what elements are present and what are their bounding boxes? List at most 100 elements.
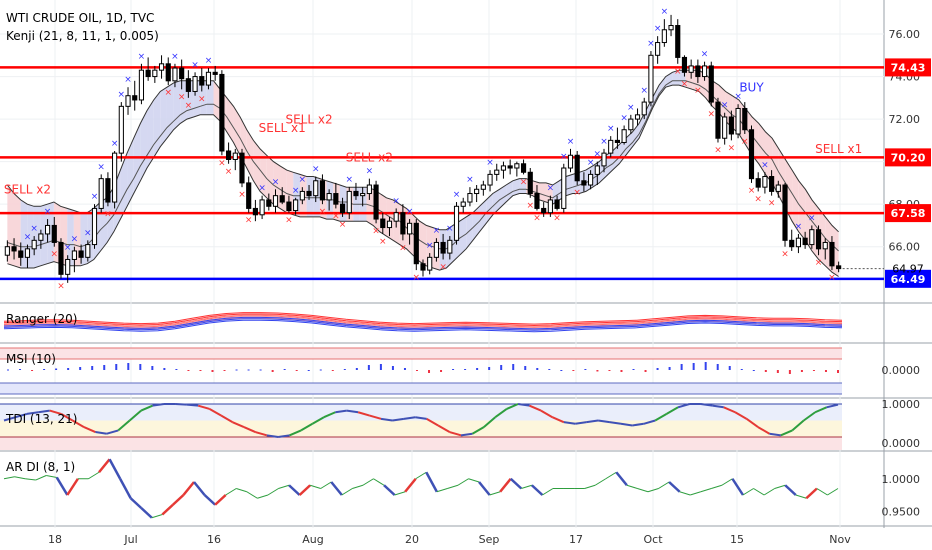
ranger-line	[3, 314, 843, 328]
msi-bar	[560, 370, 563, 371]
candle-body	[346, 190, 352, 214]
buy-marker: ×	[299, 175, 307, 185]
tdi-pane[interactable]	[0, 403, 842, 450]
tdi-line-segment	[175, 403, 187, 406]
ardi-line-segment	[257, 494, 269, 499]
candle-body	[179, 67, 185, 80]
buy-marker: ×	[406, 207, 414, 217]
msi-bar	[163, 368, 166, 370]
candle-body	[219, 73, 225, 152]
tdi-line-segment	[152, 403, 165, 407]
tdi-line-segment	[266, 434, 279, 438]
ardi-line-segment	[436, 488, 448, 493]
msi-pane[interactable]	[0, 347, 842, 395]
buy-marker: ×	[607, 124, 615, 134]
envelope-band-segment	[40, 204, 48, 266]
tdi-line-segment	[311, 416, 325, 425]
tdi-line-segment	[643, 419, 656, 425]
candle-body	[339, 203, 346, 214]
ardi-line-segment	[594, 478, 607, 486]
buy-marker: ×	[292, 186, 300, 196]
x-tick-label: Jul	[123, 533, 137, 546]
price-axis[interactable]: 76.0074.0072.0070.0068.0066.0074.4370.20…	[882, 28, 932, 518]
signal-annotation: BUY	[739, 80, 764, 94]
tdi-line-segment	[140, 404, 153, 412]
candle-body	[112, 152, 118, 203]
time-axis[interactable]: 18 Jul 16 Aug 20 Sep 17 Oct 15 Nov	[48, 533, 851, 546]
envelope-band-segment	[512, 178, 520, 196]
ardi-line-segment	[225, 488, 237, 496]
buy-marker: ×	[594, 150, 602, 160]
tdi-line-segment	[380, 417, 393, 422]
buy-marker: ×	[701, 50, 709, 60]
ardi-line-segment	[278, 484, 290, 489]
candle-body	[474, 188, 480, 195]
msi-bar	[151, 366, 154, 370]
buy-marker: ×	[258, 184, 266, 194]
buy-marker: ×	[547, 184, 555, 194]
price-level-label: 64.49	[891, 273, 926, 286]
ardi-line-segment	[236, 488, 247, 493]
tdi-line-segment	[129, 409, 142, 422]
candle-body	[226, 150, 232, 161]
ardi-line-segment	[521, 484, 532, 489]
candle-body	[782, 184, 788, 241]
candle-body	[313, 180, 319, 197]
candle-body	[688, 65, 694, 73]
msi-bar	[800, 370, 803, 372]
candle-body	[380, 218, 386, 229]
buy-marker: ×	[191, 60, 199, 70]
candle-body	[360, 193, 366, 197]
candle-body	[118, 105, 124, 154]
envelope-band-segment	[698, 70, 706, 98]
envelope-band-segment	[492, 189, 500, 215]
msi-bar	[656, 368, 659, 370]
ardi-line-segment	[98, 458, 111, 474]
buy-marker: ×	[392, 196, 400, 206]
tdi-line-segment	[323, 411, 336, 419]
ardi-line-segment	[25, 478, 36, 481]
candle-body	[641, 101, 647, 116]
buy-marker: ×	[627, 103, 635, 113]
buy-marker: ×	[466, 175, 474, 185]
ardi-tick-label: 0.9500	[882, 505, 921, 518]
msi-bar	[367, 365, 370, 370]
ardi-line-segment	[447, 484, 459, 489]
buy-marker: ×	[761, 160, 769, 170]
ranger-pane[interactable]	[3, 312, 843, 333]
candle-body	[708, 65, 714, 103]
tdi-line-segment	[780, 429, 793, 437]
envelope-band-segment	[306, 176, 314, 217]
tdi-line-segment	[734, 411, 748, 420]
msi-bar	[139, 364, 142, 370]
ardi-line-segment	[457, 478, 469, 486]
tdi-line-segment	[186, 403, 199, 407]
ardi-line-segment	[362, 478, 374, 486]
candle-body	[661, 29, 667, 44]
tdi-line-segment	[757, 426, 770, 435]
envelope-band-segment	[47, 202, 54, 264]
main-price-pane[interactable]: ××××××××××××××××××××××××××××××××× ×××××××…	[0, 7, 884, 292]
ardi-pane[interactable]	[3, 458, 839, 519]
candle-body	[11, 246, 17, 252]
envelope-band-segment	[100, 197, 108, 251]
ardi-line-segment	[108, 458, 122, 480]
tdi-line-segment	[666, 406, 679, 415]
sell-marker: ×	[238, 190, 246, 200]
ardi-line-segment	[542, 488, 554, 496]
candle-body	[239, 152, 245, 184]
ardi-line-segment	[394, 491, 406, 496]
ardi-line-segment	[605, 471, 617, 480]
candle-body	[681, 56, 688, 73]
candle-body	[427, 256, 433, 271]
sell-marker: ×	[245, 216, 253, 226]
buy-marker: ×	[366, 167, 374, 177]
buy-marker: ×	[71, 235, 79, 245]
envelope-band-segment	[153, 91, 161, 158]
candle-body	[480, 184, 486, 190]
sell-marker: ×	[372, 226, 380, 236]
tdi-line-segment	[117, 419, 131, 432]
ardi-line-segment	[658, 481, 670, 489]
envelope-band-segment	[213, 80, 221, 122]
price-level-label: 70.20	[891, 151, 926, 164]
